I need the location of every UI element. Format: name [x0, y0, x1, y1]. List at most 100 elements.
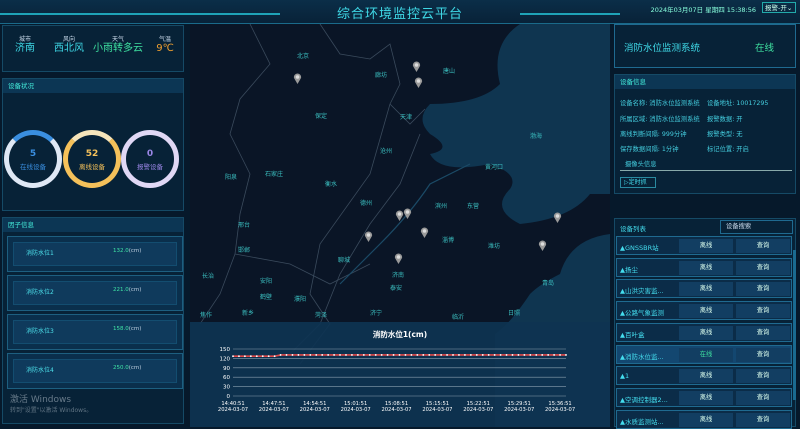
- online-ring: 5 在线设备: [4, 130, 62, 188]
- map-pin-icon[interactable]: [412, 61, 421, 72]
- device-icon: ▲: [620, 395, 625, 404]
- status-button[interactable]: 离线: [679, 239, 733, 253]
- device-search-input[interactable]: 设备搜索: [720, 220, 793, 234]
- playback-button[interactable]: ▷定时抓: [620, 177, 656, 188]
- device-icon: ▲: [620, 287, 625, 296]
- query-button[interactable]: 查询: [736, 347, 790, 362]
- query-button[interactable]: 查询: [736, 239, 790, 253]
- x-tick-label: 15:29:51 2024-03-07: [504, 401, 534, 413]
- device-address-field: 设备地址: 10017295: [707, 100, 769, 107]
- data-point: [249, 355, 252, 358]
- chart-panel: 消防水位1(cm) 0 30 60 90 120 150 14:40:51 2024-03-0…: [190, 322, 610, 427]
- data-point: [404, 354, 407, 356]
- data-point: [565, 354, 567, 356]
- factor-value: 158.0(cm): [113, 326, 142, 332]
- factor-value: 132.0(cm): [113, 248, 142, 254]
- city-label: 唐山: [443, 68, 456, 75]
- save-interval-field: 保存数据间隔: 1分钟: [620, 146, 679, 153]
- data-point: [475, 354, 478, 356]
- factor-item[interactable]: 消防水位4 250.0(cm): [7, 353, 183, 389]
- panel-title: 设备列表: [620, 225, 646, 233]
- device-row[interactable]: ▲水质监测站... 离线 查询: [616, 409, 792, 429]
- y-tick-label: 90: [223, 366, 230, 372]
- alarm-label: 报警设备: [137, 163, 163, 171]
- alarm-select[interactable]: 报警-开⌄: [762, 2, 796, 13]
- city-label: 廊坊: [375, 72, 388, 79]
- panel-title: 设备信息: [615, 75, 795, 89]
- factor-item[interactable]: 消防水位3 158.0(cm): [7, 314, 183, 350]
- weather-city: 城市 济南: [5, 34, 45, 55]
- status-button[interactable]: 离线: [679, 390, 733, 405]
- divider: [620, 170, 792, 171]
- query-button[interactable]: 查询: [736, 412, 790, 427]
- x-tick-label: 15:08:51 2024-03-07: [381, 401, 411, 413]
- factor-value: 250.0(cm): [113, 365, 142, 371]
- data-point: [243, 355, 246, 358]
- map-pin-icon[interactable]: [420, 227, 429, 238]
- query-button[interactable]: 查询: [736, 304, 790, 319]
- camera-info-link[interactable]: 摄像头信息: [625, 161, 657, 168]
- y-tick-label: 60: [223, 375, 230, 381]
- alarm-ring: 0 报警设备: [121, 130, 179, 188]
- label: 城市: [18, 36, 31, 43]
- device-row[interactable]: ▲GNSSBR站 离线 查询: [616, 236, 792, 255]
- data-point: [511, 354, 514, 356]
- map-pin-icon[interactable]: [394, 253, 403, 264]
- device-icon: ▲: [620, 265, 625, 274]
- device-row[interactable]: ▲空调控制器2... 离线 查询: [616, 387, 792, 407]
- label: 天气: [111, 36, 124, 43]
- city-label: 焦作: [200, 312, 213, 319]
- status-button[interactable]: 离线: [679, 260, 733, 275]
- device-icon: ▲: [620, 352, 625, 361]
- device-row[interactable]: ▲公路气象监测 离线 查询: [616, 301, 792, 321]
- data-point: [356, 354, 359, 356]
- device-row[interactable]: ▲扬尘 离线 查询: [616, 257, 792, 277]
- device-row[interactable]: ▲百叶盒 离线 查询: [616, 322, 792, 342]
- device-icon: ▲: [620, 309, 625, 318]
- scrollbar[interactable]: [793, 250, 796, 400]
- map-pin-icon[interactable]: [538, 240, 547, 251]
- alarm-count: 0: [146, 149, 154, 159]
- city-label: 泰安: [390, 285, 403, 292]
- status-button[interactable]: 离线: [679, 369, 733, 384]
- query-button[interactable]: 查询: [736, 325, 790, 340]
- map-pin-icon[interactable]: [414, 77, 423, 88]
- status-button[interactable]: 离线: [679, 304, 733, 319]
- status-button[interactable]: 离线: [679, 325, 733, 340]
- factor-item[interactable]: 消防水位1 132.0(cm): [7, 236, 183, 272]
- data-point: [345, 354, 347, 356]
- query-button[interactable]: 查询: [736, 282, 790, 297]
- map-pin-icon[interactable]: [403, 208, 412, 219]
- system-status: 在线: [755, 43, 775, 54]
- online-count: 5: [29, 149, 37, 159]
- map-pin-icon[interactable]: [553, 212, 562, 223]
- city-label: 青岛: [542, 280, 555, 287]
- map-pin-icon[interactable]: [293, 73, 302, 84]
- status-button[interactable]: 离线: [679, 282, 733, 297]
- city-label: 邯郸: [238, 247, 251, 254]
- data-point: [541, 354, 544, 356]
- device-row[interactable]: ▲消防水位监... 在线 查询: [616, 344, 792, 364]
- system-header: 消防水位监测系统 在线: [614, 24, 796, 68]
- device-name: ▲山洪灾害监...: [620, 287, 664, 296]
- top-bar: 综合环境监控云平台 2024年03月07日 星期四 15:38:56 报警-开⌄: [0, 0, 800, 24]
- map-pin-icon[interactable]: [395, 210, 404, 221]
- status-button[interactable]: 离线: [679, 412, 733, 427]
- query-button[interactable]: 查询: [736, 260, 790, 275]
- x-tick-label: 15:22:51 2024-03-07: [463, 401, 493, 413]
- data-point: [238, 355, 240, 358]
- data-point: [428, 354, 431, 356]
- data-point: [398, 354, 401, 356]
- map-pin-icon[interactable]: [364, 231, 373, 242]
- device-row[interactable]: ▲1 离线 查询: [616, 366, 792, 386]
- windows-watermark-sub: 转到"设置"以激活 Windows。: [10, 407, 93, 414]
- status-button[interactable]: 在线: [679, 347, 733, 362]
- factor-item[interactable]: 消防水位2 221.0(cm): [7, 275, 183, 311]
- query-button[interactable]: 查询: [736, 369, 790, 384]
- city-label: 石家庄: [265, 171, 284, 178]
- city-label: 济宁: [370, 310, 383, 317]
- device-row[interactable]: ▲山洪灾害监... 离线 查询: [616, 279, 792, 299]
- city-label: 邢台: [238, 222, 251, 229]
- query-button[interactable]: 查询: [736, 390, 790, 405]
- panel-title: 设备状况: [3, 79, 183, 93]
